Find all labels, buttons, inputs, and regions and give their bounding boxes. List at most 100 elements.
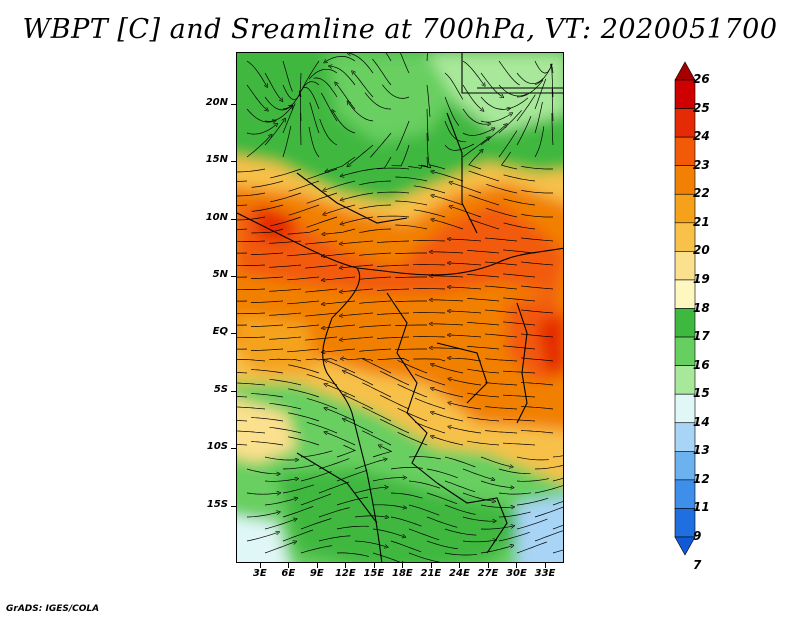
lon-tick-mark <box>487 563 489 568</box>
streamline <box>408 552 440 562</box>
streamline <box>521 357 554 362</box>
streamline <box>269 358 302 362</box>
streamline <box>319 118 338 146</box>
streamline <box>327 156 356 171</box>
streamline <box>264 96 291 111</box>
streamline <box>534 78 547 110</box>
streamline <box>341 288 374 292</box>
streamline <box>282 464 315 470</box>
streamline <box>288 180 320 192</box>
streamline <box>237 444 248 446</box>
streamline <box>444 480 476 493</box>
streamline <box>426 84 431 117</box>
streamline <box>486 183 518 194</box>
streamline <box>237 264 266 267</box>
streamline <box>362 382 392 398</box>
streamline <box>246 136 271 158</box>
colorbar-label: 18 <box>693 300 710 315</box>
streamline <box>237 430 266 434</box>
lon-tick-mark <box>259 563 261 568</box>
streamline <box>348 102 374 122</box>
streamline <box>246 493 279 494</box>
streamline <box>449 239 482 242</box>
lat-tick-mark <box>231 333 236 335</box>
streamline <box>444 456 476 468</box>
streamline <box>552 455 563 458</box>
streamline <box>237 180 248 182</box>
streamline <box>282 506 314 518</box>
streamline <box>359 252 392 256</box>
streamline <box>237 396 248 398</box>
lat-tick-mark <box>231 161 236 163</box>
streamline <box>323 300 356 304</box>
streamline <box>301 86 320 110</box>
streamline <box>516 116 532 146</box>
streamline <box>426 516 458 528</box>
streamline <box>414 421 446 434</box>
streamline <box>414 397 446 410</box>
streamline <box>551 112 554 146</box>
streamline <box>306 398 338 410</box>
lat-tick-label: EQ <box>212 326 228 338</box>
streamline <box>306 374 338 386</box>
streamline <box>396 120 410 151</box>
streamline <box>449 335 482 338</box>
streamline <box>237 420 248 422</box>
streamline <box>270 168 302 179</box>
streamline <box>552 549 563 554</box>
streamline <box>336 469 368 482</box>
lon-tick-label: 27E <box>477 568 499 579</box>
streamline <box>431 252 464 253</box>
streamline <box>444 96 460 126</box>
streamline <box>269 426 302 434</box>
streamline <box>333 111 356 134</box>
colorbar-label: 26 <box>693 72 710 86</box>
streamline <box>503 442 536 446</box>
streamline <box>287 228 320 235</box>
streamline <box>237 372 248 374</box>
colorbar-cell <box>674 222 696 252</box>
streamline <box>349 53 374 74</box>
streamline <box>287 324 320 329</box>
streamline <box>426 108 429 142</box>
colorbar-label: 15 <box>693 386 710 401</box>
streamline <box>462 129 493 136</box>
streamline <box>534 485 563 494</box>
streamline <box>485 285 518 290</box>
streamline <box>251 180 284 188</box>
streamline <box>498 531 530 542</box>
streamline <box>485 237 518 242</box>
streamline <box>372 552 403 562</box>
streamline <box>325 55 356 62</box>
streamline <box>516 478 549 482</box>
colorbar-label: 17 <box>693 329 710 344</box>
streamline <box>336 552 369 557</box>
streamline <box>321 92 338 122</box>
colorbar-label: 11 <box>693 500 710 515</box>
lat-tick-label: 20N <box>205 96 228 108</box>
streamline <box>308 126 320 158</box>
streamline <box>534 126 545 158</box>
lat-tick-mark <box>231 103 236 105</box>
streamline <box>341 312 374 316</box>
streamline <box>450 379 482 386</box>
colorbar-label: 25 <box>693 100 710 115</box>
colorbar-label: 20 <box>693 243 710 258</box>
streamline <box>480 504 513 507</box>
streamline <box>432 196 464 206</box>
colorbar <box>674 61 696 556</box>
streamline <box>342 192 374 200</box>
streamline <box>264 107 292 122</box>
streamline <box>288 364 320 374</box>
lon-tick-mark <box>316 563 318 568</box>
streamline <box>269 378 302 386</box>
streamline <box>305 288 338 293</box>
streamline <box>359 276 392 280</box>
streamline <box>287 276 320 281</box>
streamline <box>534 465 563 470</box>
streamline <box>323 252 356 256</box>
streamline <box>264 498 296 506</box>
streamline <box>237 406 266 410</box>
streamline <box>503 394 536 398</box>
streamline <box>250 300 284 303</box>
